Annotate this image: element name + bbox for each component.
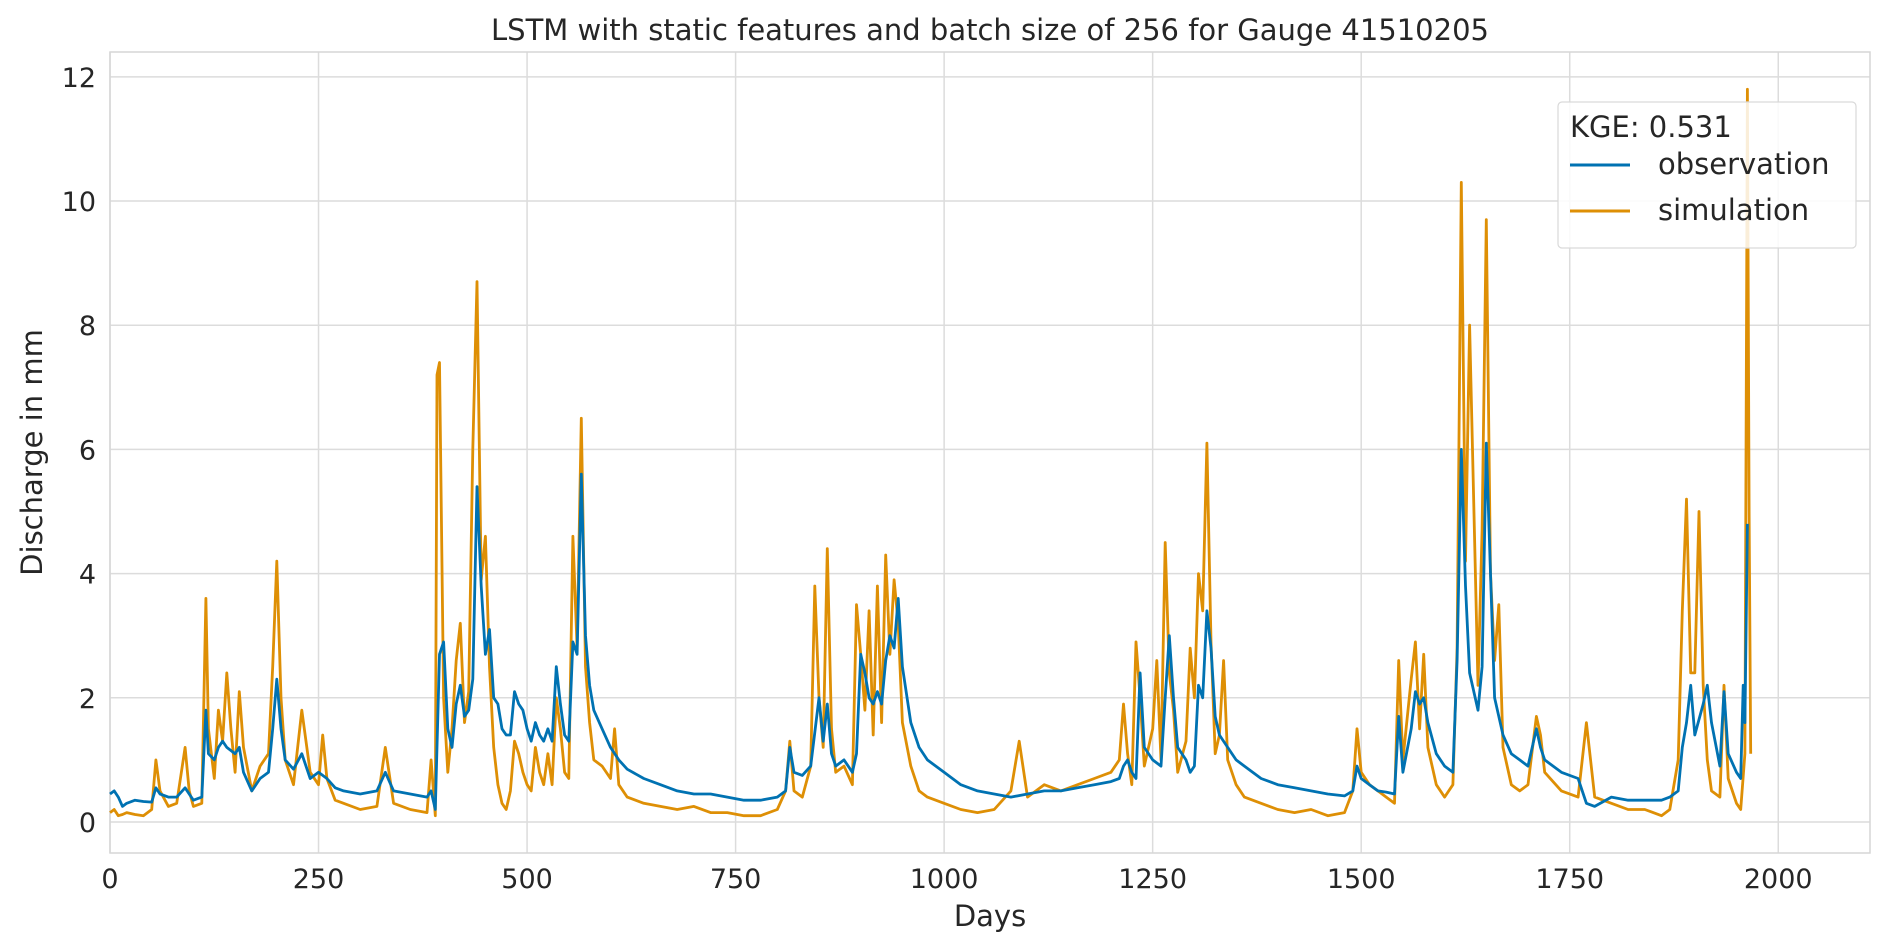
plot-frame: [109, 51, 1871, 854]
x-tick-label: 2000: [1744, 864, 1813, 895]
series-layer: [109, 87, 1753, 818]
legend-box: [1557, 101, 1857, 249]
legend-label-observation: observation: [1658, 147, 1830, 181]
y-tick-label: 0: [79, 808, 96, 839]
tick-labels: 0 250 500 750 1000 1250 1500 1750 2000 0 2 4 6 8 10 12: [62, 63, 1813, 895]
x-tick-label: 0: [101, 864, 118, 895]
y-axis-label: Discharge in mm: [15, 329, 49, 576]
chart-title: LSTM with static features and batch size…: [491, 13, 1489, 47]
series-line-simulation: [109, 87, 1753, 818]
y-tick-label: 4: [79, 560, 96, 591]
legend-label-simulation: simulation: [1658, 193, 1809, 227]
x-tick-label: 1750: [1535, 864, 1604, 895]
y-tick-label: 10: [62, 187, 96, 218]
legend-title: KGE: 0.531: [1570, 110, 1732, 144]
y-tick-label: 12: [62, 63, 96, 94]
series-line-observation: [109, 441, 1749, 811]
y-tick-label: 6: [79, 435, 96, 466]
x-tick-label: 750: [710, 864, 762, 895]
y-tick-label: 2: [79, 684, 96, 715]
y-tick-label: 8: [79, 311, 96, 342]
x-tick-label: 250: [293, 864, 345, 895]
x-tick-label: 1000: [910, 864, 979, 895]
x-axis-label: Days: [954, 899, 1026, 933]
legend: KGE: 0.531 observation simulation: [1557, 101, 1857, 249]
x-tick-label: 500: [501, 864, 553, 895]
x-tick-label: 1500: [1327, 864, 1396, 895]
grid: [109, 52, 1870, 853]
x-tick-label: 1250: [1118, 864, 1187, 895]
